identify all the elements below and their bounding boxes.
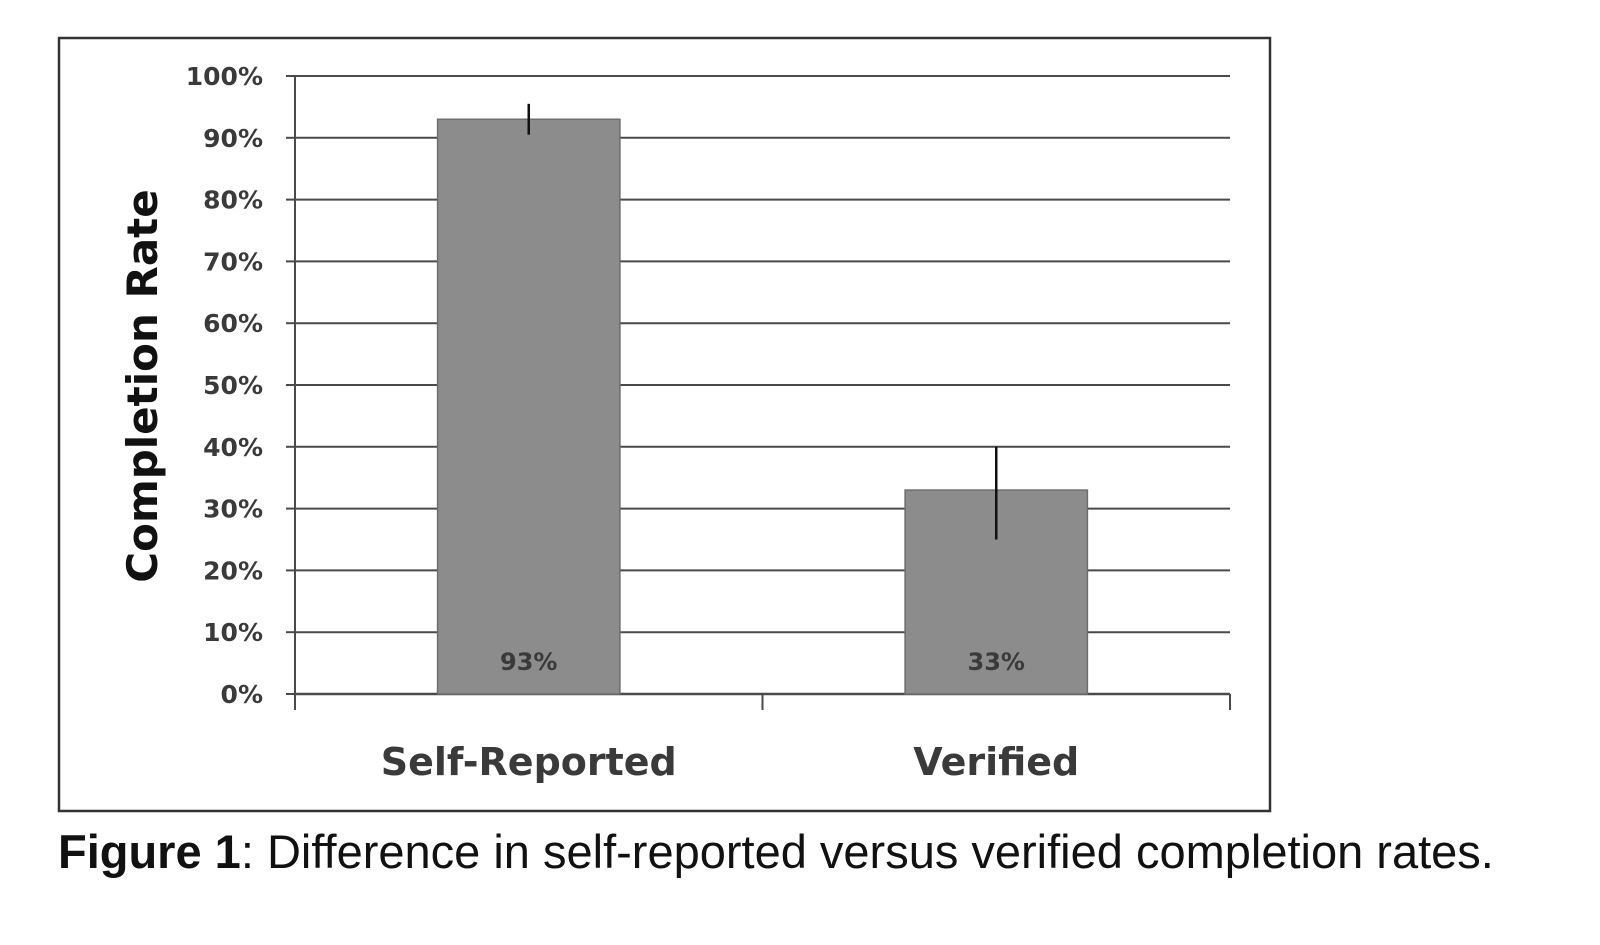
y-tick-label: 20%	[203, 556, 263, 585]
y-tick-label: 90%	[203, 124, 263, 153]
caption-text: : Difference in self-reported versus ver…	[240, 825, 1494, 878]
y-axis-title: Completion Rate	[118, 189, 167, 582]
bars	[436, 118, 1089, 695]
figure-caption: Figure 1: Difference in self-reported ve…	[58, 826, 1588, 878]
bar-self-reported	[436, 118, 621, 695]
category-label: Verified	[913, 740, 1079, 784]
y-tick-label: 10%	[203, 618, 263, 647]
data-labels: 93% 33%	[500, 648, 1025, 676]
x-axis-categories: Self-Reported Verified	[381, 740, 1080, 784]
y-tick-label: 100%	[186, 62, 263, 91]
y-tick-label: 60%	[203, 309, 263, 338]
y-tick-label: 30%	[203, 495, 263, 524]
y-tick-label: 0%	[221, 680, 263, 709]
y-axis-ticks: 0% 10% 20% 30% 40% 50% 60% 70% 80% 90% 100%	[186, 62, 295, 709]
error-bars	[527, 103, 998, 540]
y-tick-label: 80%	[203, 186, 263, 215]
y-tick-label: 50%	[203, 371, 263, 400]
category-label: Self-Reported	[381, 740, 677, 784]
y-tick-label: 40%	[203, 433, 263, 462]
data-label: 33%	[968, 648, 1025, 676]
y-tick-label: 70%	[203, 247, 263, 276]
caption-label: Figure 1	[58, 825, 241, 878]
data-label: 93%	[500, 648, 557, 676]
